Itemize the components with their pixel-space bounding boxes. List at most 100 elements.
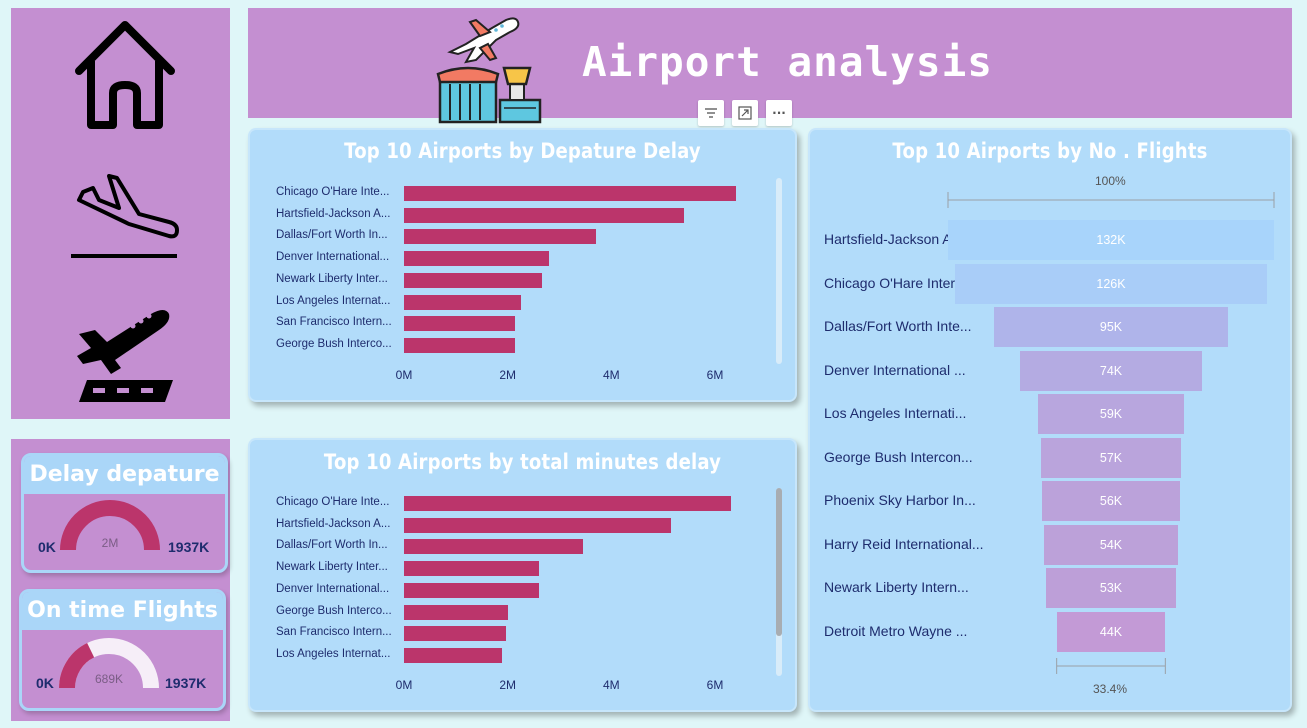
- funnel-value-label: 132K: [1096, 233, 1126, 247]
- header-banner: Airport analysis: [248, 8, 1292, 124]
- chart-title: Top 10 Airports by Depature Delay: [344, 139, 701, 163]
- funnel-bottom-label: 33.4%: [1093, 682, 1128, 696]
- kpi-value: 689K: [94, 672, 124, 686]
- chart-title: Top 10 Airports by No . Flights: [892, 139, 1208, 163]
- chart-card-flights-funnel: Top 10 Airports by No . Flights 100% Har…: [808, 128, 1292, 712]
- funnel-category-label: Hartsfield-Jackson Atl...: [824, 231, 971, 247]
- category-label: Hartsfield-Jackson A...: [276, 517, 391, 530]
- bar[interactable]: [404, 186, 736, 201]
- bar[interactable]: [404, 561, 539, 577]
- funnel-chart-flights: Hartsfield-Jackson Atl... 132K Chicago O'H…: [810, 130, 1294, 714]
- chart-card-minutes-delay: Top 10 Airports by total minutes delay C…: [248, 438, 797, 712]
- page-title: Airport analysis: [582, 38, 993, 86]
- funnel-category-label: Los Angeles Internati...: [824, 405, 967, 421]
- category-label: Los Angeles Internat...: [276, 294, 391, 307]
- category-label: Dallas/Fort Worth In...: [276, 539, 388, 552]
- more-options-icon: ···: [772, 106, 786, 120]
- bar[interactable]: [404, 582, 539, 598]
- funnel-value-label: 53K: [1099, 581, 1123, 595]
- bar[interactable]: [404, 517, 671, 533]
- chart-title: Top 10 Airports by total minutes delay: [323, 450, 722, 474]
- chart-scrollbar-thumb[interactable]: [776, 488, 782, 636]
- category-label: Denver International...: [276, 582, 390, 595]
- category-label: San Francisco Intern...: [276, 626, 392, 639]
- x-tick-label: 6M: [706, 678, 724, 692]
- chart-scrollbar[interactable]: [776, 178, 782, 364]
- kpi-max: 1937K: [165, 675, 207, 691]
- bar[interactable]: [404, 229, 596, 245]
- kpi-min: 0K: [36, 675, 54, 691]
- funnel-bar[interactable]: [1041, 481, 1181, 521]
- more-options-button[interactable]: ···: [766, 100, 792, 126]
- focus-mode-button[interactable]: [732, 100, 758, 126]
- funnel-top-label: 100%: [1095, 174, 1126, 188]
- category-label: Chicago O'Hare Inte...: [276, 186, 390, 198]
- funnel-bar[interactable]: [1044, 524, 1178, 565]
- bar[interactable]: [404, 647, 503, 663]
- category-label: Hartsfield-Jackson A...: [276, 207, 391, 220]
- funnel-category-label: Detroit Metro Wayne ...: [824, 622, 968, 639]
- category-label: Newark Liberty Inter...: [276, 561, 388, 574]
- bar[interactable]: [404, 294, 521, 310]
- funnel-bar[interactable]: [948, 220, 1274, 260]
- filter-button[interactable]: [698, 100, 724, 126]
- bar[interactable]: [404, 496, 731, 511]
- x-tick-label: 6M: [706, 368, 724, 382]
- gauge-on-time: [59, 638, 159, 689]
- funnel-category-label: George Bush Intercon...: [824, 448, 973, 465]
- bar-chart-minutes-delay: Chicago O'Hare Inte... Hartsfield-Jackson…: [250, 440, 799, 714]
- plane-takeoff-icon[interactable]: [73, 304, 173, 404]
- category-label: George Bush Interco...: [276, 337, 392, 350]
- category-label: Chicago O'Hare Inte...: [276, 496, 390, 508]
- x-tick-label: 0M: [395, 678, 413, 692]
- funnel-category-label: Dallas/Fort Worth Inte...: [824, 318, 972, 334]
- bar[interactable]: [404, 539, 583, 555]
- funnel-value-label: 44K: [1099, 624, 1123, 639]
- funnel-category-label: Newark Liberty Intern...: [824, 579, 969, 595]
- category-label: George Bush Interco...: [276, 604, 392, 617]
- kpi-value: 2M: [101, 536, 119, 550]
- kpi-card-on-time: On time Flights 689K 0K 1937K: [19, 589, 226, 711]
- bar[interactable]: [404, 207, 684, 223]
- funnel-category-label: Harry Reid International...: [824, 535, 984, 552]
- bar[interactable]: [404, 272, 543, 288]
- bar[interactable]: [404, 337, 516, 353]
- funnel-bar[interactable]: [955, 263, 1267, 304]
- bar[interactable]: [404, 251, 550, 267]
- focus-mode-icon: [738, 106, 752, 120]
- nav-panel: [11, 8, 230, 419]
- x-tick-label: 2M: [499, 678, 516, 692]
- funnel-category-label: Chicago O'Hare Inter...: [824, 274, 966, 291]
- bar-chart-departure-delay: Chicago O'Hare Inte... Hartsfield-Jackson…: [250, 130, 799, 404]
- kpi-max: 1937K: [168, 539, 210, 555]
- funnel-value-label: 74K: [1099, 363, 1123, 378]
- bar[interactable]: [404, 316, 516, 332]
- kpi-title: Delay depature: [24, 456, 225, 494]
- kpi-min: 0K: [38, 539, 56, 555]
- funnel-bar[interactable]: [993, 307, 1229, 347]
- category-label: Los Angeles Internat...: [276, 647, 391, 660]
- funnel-category-label: Denver International ...: [824, 361, 966, 378]
- funnel-bar[interactable]: [1038, 394, 1184, 434]
- gauge-delay-departure: [60, 500, 160, 551]
- funnel-bar[interactable]: [1056, 611, 1166, 652]
- funnel-bar[interactable]: [1040, 437, 1182, 478]
- funnel-bar[interactable]: [1045, 568, 1177, 608]
- kpi-title: On time Flights: [22, 592, 223, 630]
- x-tick-label: 4M: [602, 368, 620, 382]
- funnel-bar[interactable]: [1019, 350, 1203, 391]
- funnel-brackets: [947, 192, 1275, 674]
- airport-logo-icon: [436, 17, 542, 124]
- category-label: Denver International...: [276, 251, 390, 264]
- bar[interactable]: [404, 604, 508, 620]
- funnel-value-label: 95K: [1099, 320, 1123, 334]
- funnel-value-label: 56K: [1099, 494, 1123, 508]
- x-tick-label: 0M: [395, 368, 413, 382]
- plane-landing-icon[interactable]: [69, 172, 181, 270]
- funnel-value-label: 57K: [1099, 450, 1123, 465]
- home-icon[interactable]: [69, 15, 181, 131]
- bar[interactable]: [404, 626, 507, 642]
- filter-icon: [705, 108, 717, 118]
- x-tick-label: 2M: [499, 368, 516, 382]
- funnel-category-label: Phoenix Sky Harbor In...: [824, 492, 976, 508]
